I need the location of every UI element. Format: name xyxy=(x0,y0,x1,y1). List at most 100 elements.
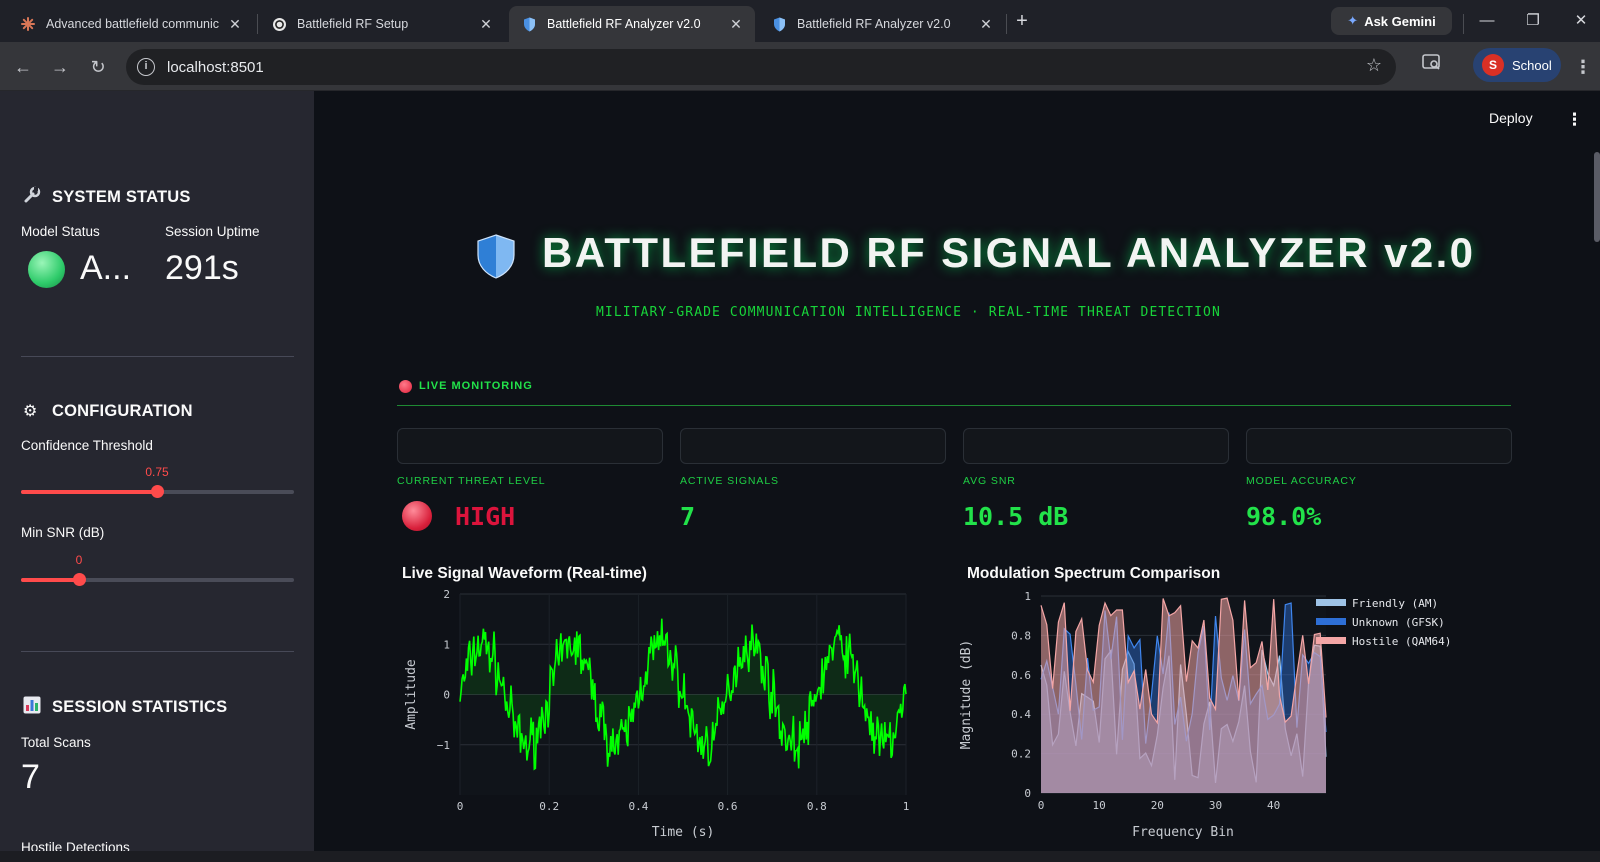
forward-arrow-icon[interactable]: → xyxy=(51,57,69,77)
sidebar: SYSTEM STATUS Model Status A... Session … xyxy=(0,91,314,862)
app-menu-icon[interactable]: ⋮ xyxy=(1566,110,1583,129)
browser-menu-icon[interactable]: ⋮ xyxy=(1574,57,1592,77)
taskbar xyxy=(0,851,1600,862)
close-icon[interactable]: ✕ xyxy=(730,15,742,32)
live-indicator-icon xyxy=(399,380,412,393)
y-axis-label: Amplitude xyxy=(404,659,419,730)
slider-fill xyxy=(21,490,157,494)
x-tick-label: 40 xyxy=(1267,799,1280,812)
back-arrow-icon[interactable]: ← xyxy=(14,57,32,77)
tab-separator xyxy=(257,14,258,34)
x-axis-label: Frequency Bin xyxy=(1132,825,1234,840)
threat-level-value: HIGH xyxy=(455,502,516,531)
page-title: BATTLEFIELD RF SIGNAL ANALYZER v2.0 xyxy=(542,229,1476,276)
min-snr-slider[interactable]: 0 xyxy=(21,553,294,586)
legend-label: Hostile (QAM64) xyxy=(1352,635,1451,648)
url-text: localhost:8501 xyxy=(167,58,264,76)
model-accuracy-label: MODEL ACCURACY xyxy=(1246,475,1357,487)
legend-swatch xyxy=(1316,618,1346,625)
y-tick-label: 0.8 xyxy=(1011,629,1031,642)
legend-swatch xyxy=(1316,637,1346,644)
divider xyxy=(21,356,294,357)
close-icon[interactable]: ✕ xyxy=(980,15,992,32)
metric-box xyxy=(963,428,1229,464)
configuration-heading: ⚙ CONFIGURATION xyxy=(23,401,193,421)
tab-rf-analyzer-active[interactable]: Battlefield RF Analyzer v2.0 ✕ xyxy=(509,6,755,42)
avg-snr-value: 10.5 dB xyxy=(963,502,1069,531)
avg-snr-label: AVG SNR xyxy=(963,475,1016,487)
new-tab-button[interactable]: + xyxy=(1016,10,1028,32)
tab-search-icon[interactable] xyxy=(1420,54,1444,78)
waveform-line xyxy=(459,618,907,771)
spectrum-chart[interactable]: 1 0.8 0.6 0.4 0.2 00 10 20 30 40 Friendly (AM) Unkn… xyxy=(960,588,1500,850)
browser-toolbar: ← → ↻ i localhost:8501 ☆ S School ⋮ xyxy=(0,42,1600,91)
window-close-icon[interactable]: ✕ xyxy=(1574,12,1588,29)
minimize-icon[interactable]: — xyxy=(1479,12,1495,29)
page-subtitle: MILITARY-GRADE COMMUNICATION INTELLIGENC… xyxy=(596,305,1221,320)
session-uptime-label: Session Uptime xyxy=(165,224,260,239)
system-status-heading: SYSTEM STATUS xyxy=(23,186,191,209)
y-tick-label: 0 xyxy=(443,689,450,702)
spectrum-area-2 xyxy=(1041,598,1326,793)
ask-gemini-button[interactable]: ✦ Ask Gemini xyxy=(1331,7,1452,35)
session-statistics-heading: SESSION STATISTICS xyxy=(23,696,227,719)
x-tick-label: 10 xyxy=(1093,799,1106,812)
chatgpt-icon xyxy=(271,16,287,32)
y-tick-label: 0.6 xyxy=(1011,669,1031,682)
site-info-icon[interactable]: i xyxy=(137,58,155,76)
active-signals-label: ACTIVE SIGNALS xyxy=(680,475,779,487)
total-scans-value: 7 xyxy=(21,758,40,796)
profile-button[interactable]: S School xyxy=(1473,48,1561,82)
x-tick-label: 0 xyxy=(457,800,464,813)
slider-value: 0 xyxy=(75,553,83,567)
restore-icon[interactable]: ❐ xyxy=(1526,12,1540,29)
wrench-icon xyxy=(23,186,43,209)
model-status-label: Model Status xyxy=(21,224,100,239)
x-tick-label: 0 xyxy=(1038,799,1045,812)
min-snr-label: Min SNR (dB) xyxy=(21,525,105,540)
tab-advanced-battlefield[interactable]: Advanced battlefield communic ✕ xyxy=(8,6,254,42)
x-tick-label: 20 xyxy=(1151,799,1164,812)
x-tick-label: 0.6 xyxy=(718,800,738,813)
bookmark-star-icon[interactable]: ☆ xyxy=(1365,55,1382,75)
total-scans-label: Total Scans xyxy=(21,735,91,750)
deploy-button[interactable]: Deploy xyxy=(1489,110,1533,126)
shield-icon xyxy=(771,16,787,32)
y-tick-label: 1 xyxy=(443,638,450,651)
close-icon[interactable]: ✕ xyxy=(229,15,241,32)
slider-value: 0.75 xyxy=(145,465,169,479)
close-icon[interactable]: ✕ xyxy=(480,15,492,32)
spectrum-chart-title: Modulation Spectrum Comparison xyxy=(967,565,1221,582)
threat-level-label: CURRENT THREAT LEVEL xyxy=(397,475,546,487)
y-axis-label: Magnitude (dB) xyxy=(960,640,974,750)
tab-rf-analyzer[interactable]: Battlefield RF Analyzer v2.0 ✕ xyxy=(759,6,1005,42)
model-status-indicator-icon xyxy=(28,251,65,288)
x-tick-label: 1 xyxy=(903,800,910,813)
tab-title: Battlefield RF Analyzer v2.0 xyxy=(797,17,951,31)
tab-title: Advanced battlefield communic xyxy=(46,17,220,31)
scrollbar[interactable] xyxy=(1594,152,1600,242)
x-tick-label: 0.2 xyxy=(539,800,559,813)
reload-icon[interactable]: ↻ xyxy=(90,57,106,77)
y-tick-label: 0.2 xyxy=(1011,748,1031,761)
tab-title: Battlefield RF Analyzer v2.0 xyxy=(547,17,701,31)
profile-name: School xyxy=(1512,57,1552,73)
y-tick-label: 2 xyxy=(443,588,450,601)
tab-rf-setup[interactable]: Battlefield RF Setup ✕ xyxy=(259,6,505,42)
waveform-chart[interactable]: 2 1 0 −1 0 0.2 0.4 0.6 0.8 1 Time (s) Amplitude xyxy=(400,588,940,850)
spectrum-line-2 xyxy=(1040,597,1327,725)
divider xyxy=(397,405,1511,406)
confidence-threshold-slider[interactable]: 0.75 xyxy=(21,465,294,498)
legend-swatch xyxy=(1316,599,1346,606)
slider-thumb[interactable] xyxy=(151,485,164,498)
slider-thumb[interactable] xyxy=(73,573,86,586)
metric-box xyxy=(680,428,946,464)
y-tick-label: 0 xyxy=(1024,787,1031,800)
y-tick-label: 0.4 xyxy=(1011,708,1031,721)
divider xyxy=(21,651,294,652)
tab-separator xyxy=(1006,14,1007,34)
address-bar[interactable]: i localhost:8501 ☆ xyxy=(126,49,1396,85)
confidence-threshold-label: Confidence Threshold xyxy=(21,438,153,453)
avatar: S xyxy=(1482,54,1504,76)
shield-icon xyxy=(521,16,537,32)
